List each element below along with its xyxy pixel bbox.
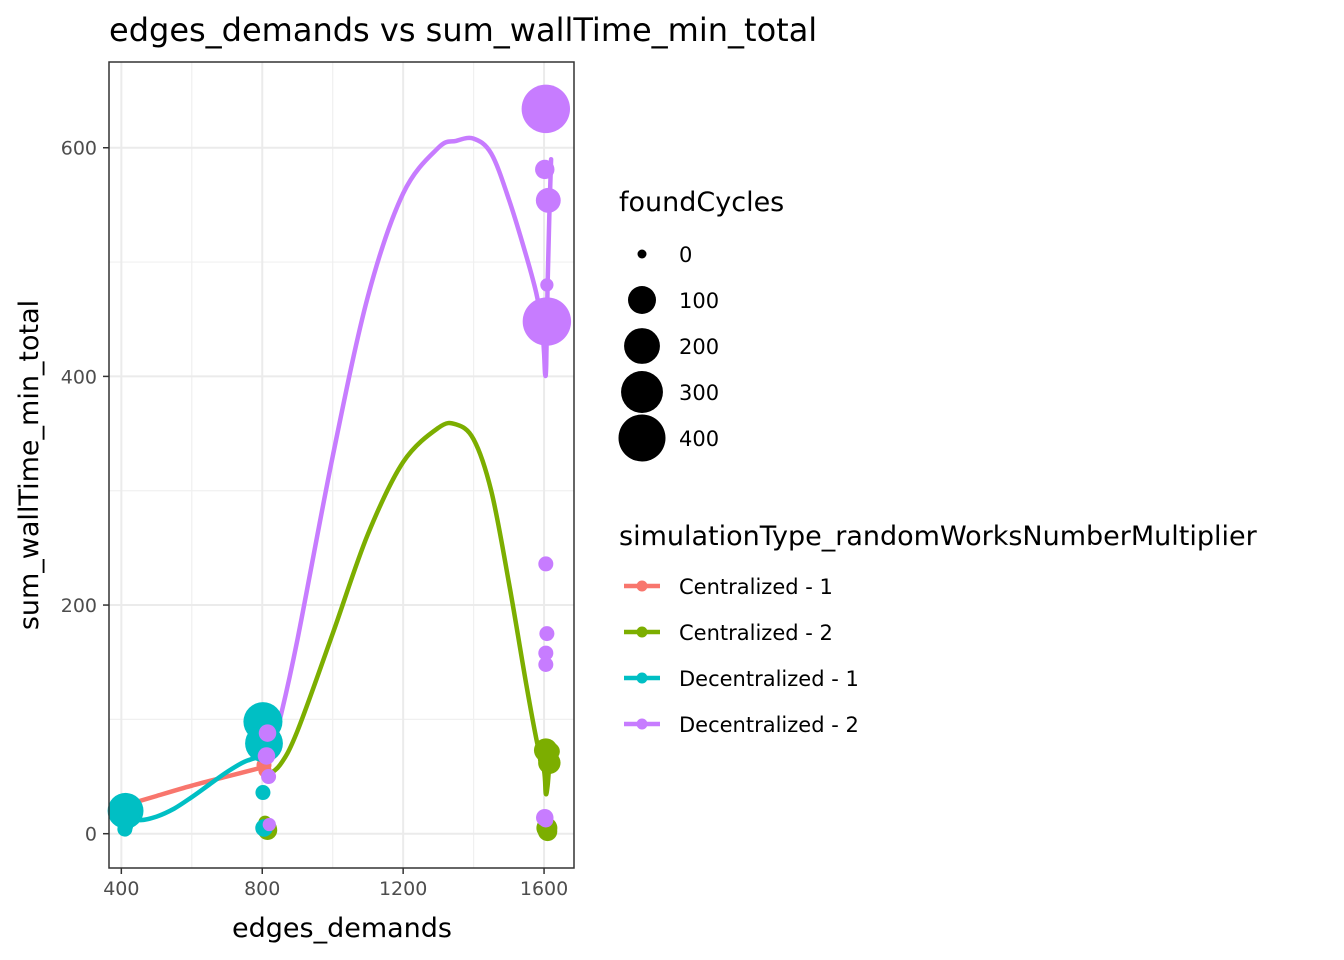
size-legend-key xyxy=(628,286,656,314)
y-tick-label: 600 xyxy=(61,138,97,160)
smooth-line xyxy=(265,135,554,766)
data-point xyxy=(540,278,554,292)
x-axis-ticks: 400 800 1200 1600 xyxy=(103,868,568,900)
x-axis-title: edges_demands xyxy=(232,913,452,944)
data-point xyxy=(522,297,572,346)
color-legend-key xyxy=(636,672,648,684)
size-legend: 0 100 200 300 400 xyxy=(618,243,719,462)
color-legend-label: Decentralized - 1 xyxy=(679,667,859,691)
size-legend-key xyxy=(637,249,647,259)
color-legend-label: Centralized - 1 xyxy=(679,575,833,599)
color-legend-label: Centralized - 2 xyxy=(679,621,833,645)
data-point xyxy=(521,84,571,134)
data-point xyxy=(535,159,555,180)
color-legend-title: simulationType_randomWorksNumberMultipli… xyxy=(619,521,1258,552)
x-tick-label: 1600 xyxy=(520,878,568,900)
data-point xyxy=(538,645,554,661)
data-point xyxy=(539,626,555,642)
plot-panel xyxy=(109,62,574,868)
y-tick-label: 0 xyxy=(85,824,97,846)
size-legend-key xyxy=(618,414,666,462)
size-legend-label: 200 xyxy=(679,335,719,359)
color-legend-label: Decentralized - 2 xyxy=(679,713,859,737)
data-point xyxy=(261,769,277,785)
size-legend-label: 400 xyxy=(679,427,719,451)
data-point xyxy=(538,656,554,673)
x-tick-label: 1200 xyxy=(379,878,427,900)
smooth-line xyxy=(262,420,554,797)
color-legend-key xyxy=(636,580,648,592)
y-axis-title: sum_wallTime_min_total xyxy=(14,300,45,630)
size-legend-label: 100 xyxy=(679,289,719,313)
size-legend-label: 0 xyxy=(679,243,692,267)
size-legend-title: foundCycles xyxy=(619,187,784,218)
data-point xyxy=(535,187,561,213)
smooth-lines xyxy=(123,135,554,823)
smooth-line xyxy=(123,765,265,808)
y-axis-ticks: 0 200 400 600 xyxy=(61,138,109,846)
size-legend-key xyxy=(624,328,660,364)
y-tick-label: 200 xyxy=(61,595,97,617)
color-legend-key xyxy=(636,626,648,638)
data-point xyxy=(262,817,276,832)
data-point xyxy=(542,742,560,761)
data-point xyxy=(538,812,554,828)
x-tick-label: 400 xyxy=(103,878,139,900)
data-point xyxy=(257,747,276,765)
plot-border xyxy=(108,61,575,869)
size-legend-label: 300 xyxy=(679,381,719,405)
color-legend: Centralized - 1 Centralized - 2 Decentrali… xyxy=(624,575,859,737)
color-legend-key xyxy=(636,718,648,730)
data-point xyxy=(258,724,277,742)
data-point xyxy=(255,785,271,801)
x-tick-label: 800 xyxy=(244,878,280,900)
size-legend-key xyxy=(621,371,663,413)
data-points xyxy=(107,84,572,842)
data-point xyxy=(119,819,134,833)
chart-title: edges_demands vs sum_wallTime_min_total xyxy=(109,11,817,49)
y-tick-label: 400 xyxy=(61,366,97,388)
data-point xyxy=(538,556,554,572)
